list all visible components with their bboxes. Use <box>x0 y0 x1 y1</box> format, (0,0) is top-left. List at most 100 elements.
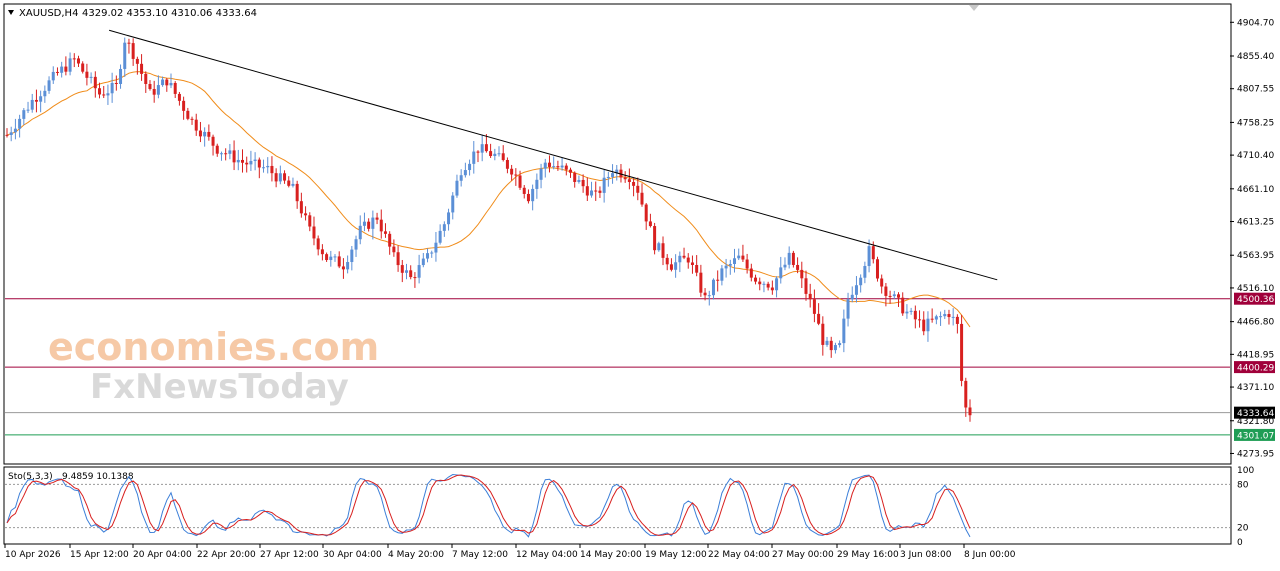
candle-down <box>598 190 602 193</box>
candle-up <box>535 179 539 189</box>
time-tick-label: 14 May 20:00 <box>580 550 642 560</box>
candle-down <box>653 226 657 251</box>
candle-up <box>430 252 434 254</box>
candle-up <box>219 153 223 155</box>
price-tick-label: 4371.10 <box>1237 383 1274 393</box>
candle-down <box>955 316 959 324</box>
candle-down <box>325 254 329 261</box>
candle-down <box>148 83 152 89</box>
candle-down <box>367 221 371 229</box>
candle-up <box>106 93 110 96</box>
candle-down <box>888 295 892 297</box>
candle-up <box>451 195 455 213</box>
candle-up <box>611 173 615 177</box>
candle-down <box>947 314 951 318</box>
stochastic-pane-frame <box>3 466 1232 545</box>
candle-down <box>682 255 686 258</box>
candle-down <box>413 277 417 279</box>
time-tick-label: 8 Jun 00:00 <box>964 550 1016 560</box>
price-tick-label: 4321.80 <box>1237 417 1274 427</box>
candle-down <box>594 190 598 192</box>
candle-down <box>55 71 59 73</box>
candle-up <box>552 166 556 168</box>
candle-up <box>463 170 467 176</box>
candle-down <box>127 42 131 44</box>
candle-up <box>783 264 787 268</box>
candle-up <box>480 144 484 153</box>
candle-up <box>350 249 354 263</box>
candle-down <box>501 153 505 160</box>
candle-down <box>745 259 749 269</box>
candle-up <box>39 96 43 102</box>
candle-up <box>720 268 724 281</box>
candle-down <box>215 145 219 154</box>
candle-down <box>812 299 816 314</box>
candle-up <box>787 252 791 265</box>
candle-up <box>606 176 610 178</box>
candle-up <box>863 266 867 278</box>
stochastic-main-line <box>6 474 971 538</box>
trendline[interactable] <box>108 29 998 281</box>
candle-down <box>308 215 312 227</box>
candle-up <box>442 224 446 231</box>
candle-down <box>703 292 707 296</box>
candle-up <box>249 160 253 165</box>
candle-down <box>716 279 720 281</box>
candle-up <box>119 68 123 84</box>
candle-down <box>640 192 644 205</box>
price-tick-label: 4661.10 <box>1237 185 1274 195</box>
candle-down <box>800 269 804 279</box>
candle-up <box>926 318 930 332</box>
candle-down <box>918 319 922 321</box>
candle-down <box>182 100 186 111</box>
candle-down <box>152 88 156 95</box>
watermark-subbrand: FxNewsToday <box>90 367 349 407</box>
chart-menu-icon[interactable] <box>8 10 14 15</box>
time-tick-label: 12 May 04:00 <box>516 550 578 560</box>
candle-down <box>76 58 80 64</box>
candle-down <box>770 287 774 291</box>
candle-up <box>859 277 863 286</box>
candle-down <box>569 169 573 173</box>
level-tag-label: 4500.36 <box>1237 295 1274 305</box>
candle-down <box>114 82 118 84</box>
time-tick-label: 27 Apr 12:00 <box>260 550 319 560</box>
candle-down <box>81 63 85 72</box>
candle-down <box>686 257 690 263</box>
candle-down <box>930 318 934 320</box>
candle-down <box>556 166 560 168</box>
candle-up <box>674 262 678 270</box>
candle-down <box>135 58 139 64</box>
candle-up <box>909 310 913 312</box>
candle-down <box>644 204 648 222</box>
candle-up <box>724 265 728 269</box>
candle-up <box>30 99 34 110</box>
candle-down <box>661 243 665 258</box>
candle-down <box>337 256 341 267</box>
candle-down <box>102 94 106 96</box>
time-tick-label: 30 Apr 04:00 <box>323 550 382 560</box>
candle-down <box>884 286 888 296</box>
price-tick-label: 4563.95 <box>1237 251 1274 261</box>
candle-up <box>711 279 715 296</box>
candle-up <box>833 345 837 351</box>
stochastic-signal-line <box>6 474 971 536</box>
candles <box>5 37 972 422</box>
candle-up <box>468 163 472 171</box>
candle-down <box>396 252 400 266</box>
scroll-marker-icon[interactable] <box>969 5 979 11</box>
candle-up <box>939 316 943 318</box>
candle-up <box>358 225 362 240</box>
candle-down <box>897 294 901 298</box>
candle-up <box>825 340 829 345</box>
candle-down <box>564 165 568 170</box>
level-tag-label: 4333.64 <box>1237 409 1274 419</box>
candle-down <box>240 159 244 163</box>
candle-up <box>850 294 854 300</box>
candle-up <box>867 246 871 267</box>
watermark-brand: economies.com <box>48 325 379 369</box>
candle-down <box>287 180 291 186</box>
candle-up <box>854 285 858 295</box>
